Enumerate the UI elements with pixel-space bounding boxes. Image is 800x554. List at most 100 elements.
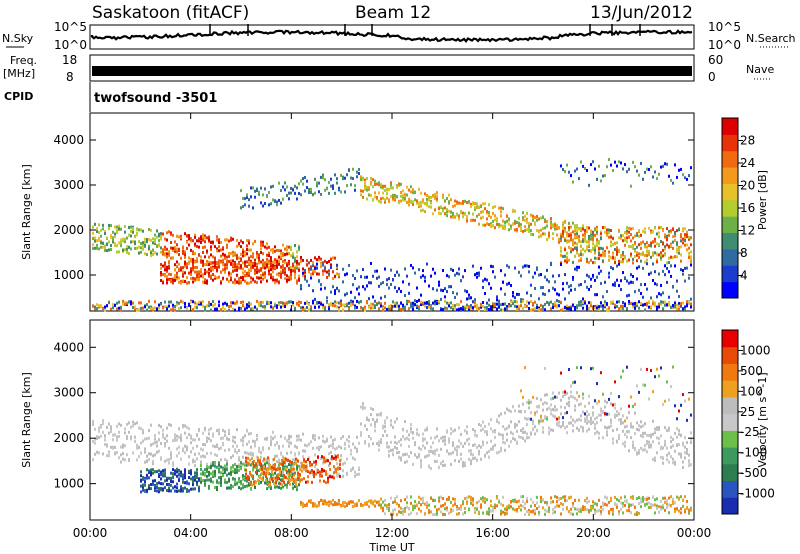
heatmap-cell xyxy=(230,238,232,242)
heatmap-cell xyxy=(132,420,134,424)
heatmap-cell xyxy=(400,307,402,311)
heatmap-cell xyxy=(474,443,476,447)
heatmap-cell xyxy=(680,304,682,308)
heatmap-cell xyxy=(404,267,406,271)
heatmap-cell xyxy=(676,289,678,293)
heatmap-cell xyxy=(120,445,122,449)
heatmap-cell xyxy=(648,440,650,444)
heatmap-cell xyxy=(520,298,522,302)
heatmap-cell xyxy=(168,461,170,465)
heatmap-cell xyxy=(562,282,564,286)
heatmap-cell xyxy=(646,450,648,454)
heatmap-cell xyxy=(444,287,446,291)
heatmap-cell xyxy=(274,302,276,306)
heatmap-cell xyxy=(478,273,480,277)
heatmap-cell xyxy=(142,241,144,245)
heatmap-cell xyxy=(224,448,226,452)
heatmap-cell xyxy=(158,244,160,248)
heatmap-cell xyxy=(616,246,618,250)
heatmap-cell xyxy=(304,443,306,447)
heatmap-cell xyxy=(406,452,408,456)
heatmap-cell xyxy=(598,241,600,245)
heatmap-cell xyxy=(610,402,612,406)
heatmap-cell xyxy=(318,445,320,449)
heatmap-cell xyxy=(410,190,412,194)
heatmap-cell xyxy=(204,468,206,472)
heatmap-cell xyxy=(242,267,244,271)
heatmap-cell xyxy=(440,205,442,209)
heatmap-cell xyxy=(576,248,578,252)
heatmap-cell xyxy=(248,452,250,456)
heatmap-cell xyxy=(307,470,309,474)
heatmap-cell xyxy=(276,454,278,458)
heatmap-cell xyxy=(642,424,644,428)
heatmap-cell xyxy=(214,307,216,311)
heatmap-cell xyxy=(374,304,376,308)
heatmap-cell xyxy=(172,461,174,465)
heatmap-cell xyxy=(662,291,664,295)
heatmap-cell xyxy=(478,449,480,453)
heatmap-cell xyxy=(222,252,224,256)
heatmap-cell xyxy=(456,202,458,206)
velocity-heatmap xyxy=(92,365,692,517)
heatmap-cell xyxy=(462,199,464,203)
heatmap-cell xyxy=(326,300,328,304)
heatmap-cell xyxy=(518,409,520,413)
heatmap-cell xyxy=(622,300,624,304)
heatmap-cell xyxy=(252,476,254,480)
heatmap-cell xyxy=(348,444,350,448)
heatmap-cell xyxy=(362,405,364,409)
heatmap-cell xyxy=(678,247,680,251)
heatmap-cell xyxy=(307,480,309,484)
heatmap-cell xyxy=(668,229,670,233)
heatmap-cell xyxy=(526,217,528,221)
heatmap-cell xyxy=(368,305,370,309)
heatmap-cell xyxy=(148,305,150,309)
heatmap-cell xyxy=(646,440,648,444)
heatmap-cell xyxy=(172,256,174,260)
heatmap-cell xyxy=(570,238,572,242)
heatmap-cell xyxy=(542,227,544,231)
heatmap-cell xyxy=(214,445,216,449)
heatmap-cell xyxy=(196,457,198,461)
heatmap-cell xyxy=(160,266,162,270)
heatmap-cell xyxy=(498,206,500,210)
heatmap-cell xyxy=(338,275,340,279)
heatmap-cell xyxy=(482,443,484,447)
heatmap-cell xyxy=(275,476,277,480)
heatmap-cell xyxy=(632,440,634,444)
heatmap-cell xyxy=(402,435,404,439)
heatmap-cell xyxy=(293,480,295,484)
heatmap-cell xyxy=(150,483,152,487)
heatmap-cell xyxy=(140,250,142,254)
nave-label: Nave xyxy=(746,63,774,76)
heatmap-cell xyxy=(248,304,250,308)
heatmap-cell xyxy=(486,301,488,305)
heatmap-cell xyxy=(330,303,332,307)
heatmap-cell xyxy=(576,236,578,240)
heatmap-cell xyxy=(214,302,216,306)
heatmap-cell xyxy=(142,477,144,481)
heatmap-cell xyxy=(630,252,632,256)
heatmap-cell xyxy=(624,302,626,306)
heatmap-cell xyxy=(228,239,230,243)
heatmap-cell xyxy=(262,258,264,262)
heatmap-cell xyxy=(446,208,448,212)
heatmap-cell xyxy=(412,200,414,204)
heatmap-cell xyxy=(408,282,410,286)
heatmap-cell xyxy=(454,447,456,451)
heatmap-cell xyxy=(114,225,116,229)
heatmap-cell xyxy=(160,488,162,492)
heatmap-cell xyxy=(544,416,546,420)
heatmap-cell xyxy=(558,420,560,424)
heatmap-cell xyxy=(116,230,118,234)
heatmap-cell xyxy=(498,450,500,454)
heatmap-cell xyxy=(192,268,194,272)
heatmap-cell xyxy=(352,442,354,446)
heatmap-cell xyxy=(464,212,466,216)
heatmap-cell xyxy=(348,435,350,439)
heatmap-cell xyxy=(254,261,256,265)
heatmap-cell xyxy=(562,423,564,427)
heatmap-cell xyxy=(444,463,446,467)
range-tick-label: 4000 xyxy=(53,133,84,147)
